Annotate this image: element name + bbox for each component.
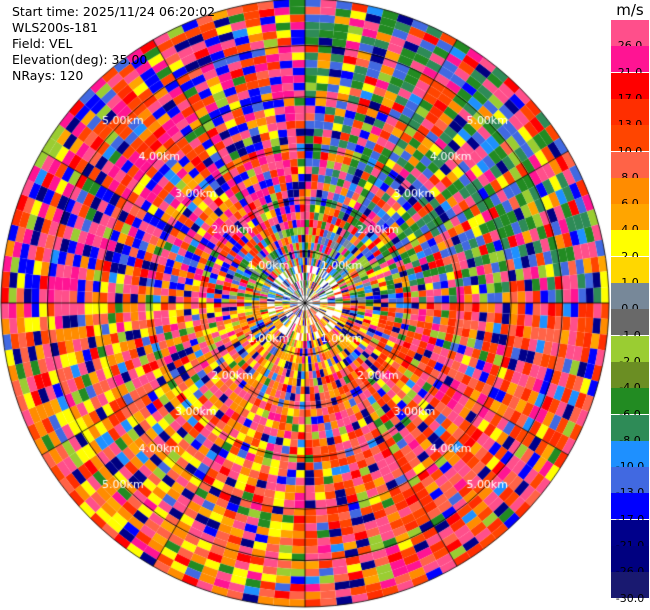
colorbar-tick-label: -30.0 <box>615 591 645 605</box>
colorbar-swatch <box>611 177 649 204</box>
colorbar-swatch <box>611 283 649 309</box>
colorbar-swatch <box>611 572 649 599</box>
colorbar-swatch <box>611 20 649 46</box>
colorbar-swatch <box>611 46 649 73</box>
colorbar-swatch <box>611 125 649 152</box>
plot-info: Start time: 2025/11/24 06:20:02 WLS200s-… <box>12 4 215 84</box>
colorbar-swatch <box>611 361 649 388</box>
colorbar: m/s 26.021.017.013.010.08.06.04.02.01.00… <box>610 0 650 610</box>
colorbar-swatch <box>611 388 649 415</box>
radar-ppi-plot <box>0 0 610 610</box>
start-time-text: Start time: 2025/11/24 06:20:02 <box>12 4 216 19</box>
colorbar-swatch <box>611 440 649 467</box>
nrays-text: NRays: 120 <box>12 68 84 83</box>
colorbar-swatch <box>611 204 649 231</box>
colorbar-swatch <box>611 414 649 441</box>
colorbar-swatch <box>611 230 649 257</box>
colorbar-swatch <box>611 335 649 362</box>
colorbar-swatch <box>611 309 649 336</box>
colorbar-unit: m/s <box>616 1 644 19</box>
colorbar-boxes: 26.021.017.013.010.08.06.04.02.01.00.0-1… <box>611 20 649 605</box>
colorbar-swatch <box>611 493 649 520</box>
colorbar-swatch <box>611 72 649 99</box>
instrument-text: WLS200s-181 <box>12 20 98 35</box>
field-text: Field: VEL <box>12 36 73 51</box>
colorbar-swatch <box>611 256 649 283</box>
elevation-text: Elevation(deg): 35.00 <box>12 52 148 67</box>
colorbar-swatch <box>611 546 649 572</box>
colorbar-swatch <box>611 519 649 546</box>
colorbar-swatch <box>611 98 649 125</box>
colorbar-swatch <box>611 467 649 494</box>
colorbar-swatch <box>611 151 649 178</box>
